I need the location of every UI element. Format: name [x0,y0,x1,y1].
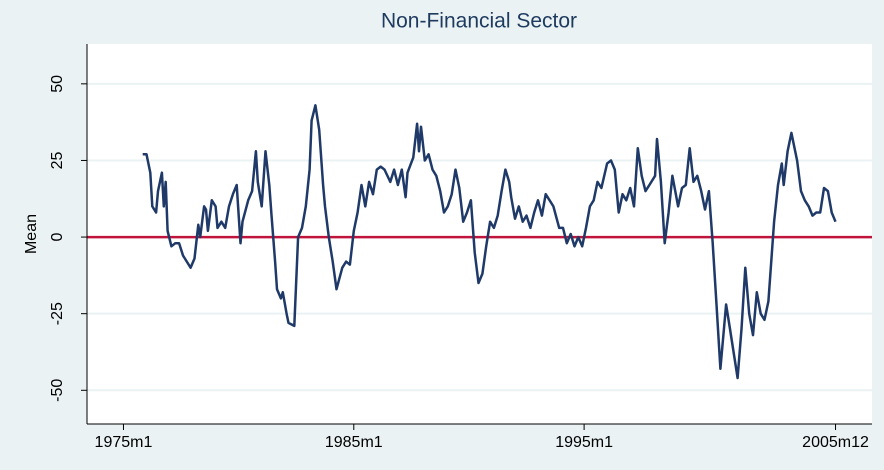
y-tick-label: 50 [49,75,66,93]
data-line [142,104,837,380]
chart-title: Non-Financial Sector [381,10,577,33]
y-tick-label: 0 [49,233,66,242]
y-tick-label: -25 [49,302,66,325]
y-tick-label: -50 [49,379,66,402]
y-tick-label: 25 [49,151,66,169]
x-tick-label: 1985m1 [325,434,383,451]
plot-area [87,44,872,424]
x-tick-label: 1995m1 [555,434,613,451]
x-tick-label: 1975m1 [95,434,153,451]
y-axis-label: Mean [23,214,40,254]
x-tick-label: 2005m12 [802,434,869,451]
